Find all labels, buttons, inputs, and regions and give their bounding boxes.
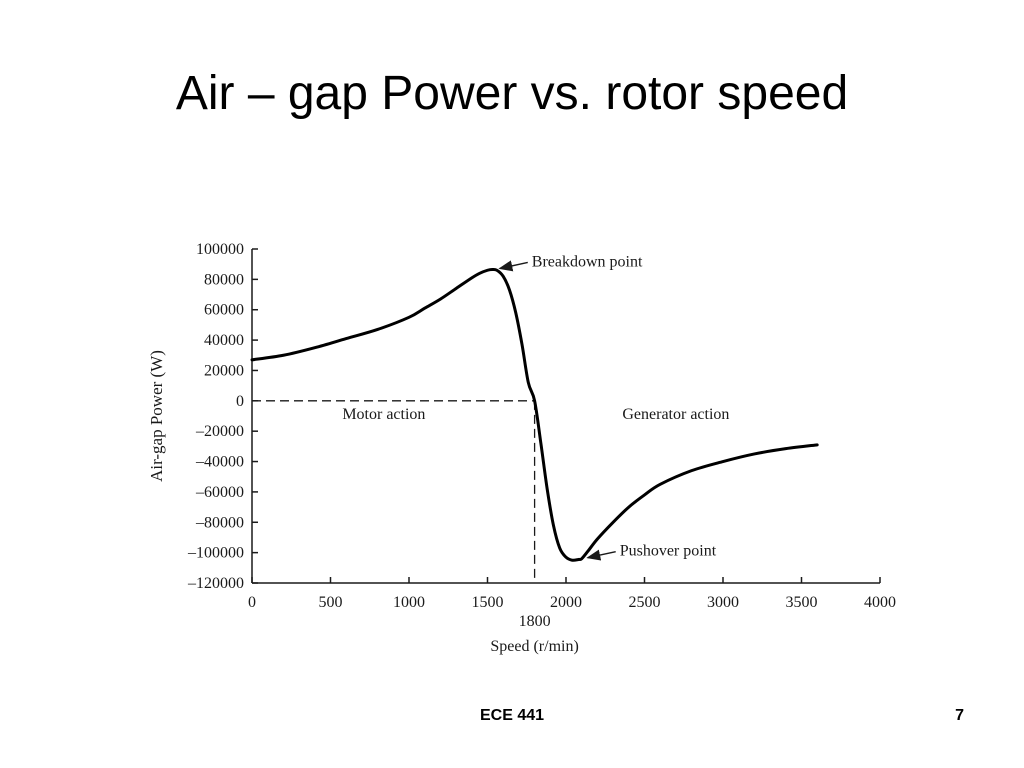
x-tick-label: 2500 [629, 594, 661, 611]
region-label: Generator action [622, 406, 729, 423]
region-label: Motor action [342, 406, 425, 423]
y-tick-label: –100000 [187, 545, 244, 562]
axes-group: 100000800006000040000200000–20000–40000–… [187, 241, 896, 611]
x-tick-label: 2000 [550, 594, 582, 611]
y-tick-label: –120000 [187, 575, 244, 592]
y-tick-label: 80000 [204, 271, 244, 288]
x-tick-label: 4000 [864, 594, 896, 611]
y-tick-label: –80000 [195, 514, 244, 531]
page-number: 7 [955, 707, 964, 724]
x-tick-group: 0 500 1000 1500 2000 2500 3000 3500 4000 [248, 577, 896, 611]
y-tick-label: –40000 [195, 454, 244, 471]
x-tick-label: 0 [248, 594, 256, 611]
y-tick-label: 40000 [204, 332, 244, 349]
annotation-arrow [498, 260, 528, 272]
annotation-group: Breakdown point Pushover point Motor actio… [342, 253, 729, 561]
y-tick-label: –20000 [195, 423, 244, 440]
y-tick-label: –60000 [195, 484, 244, 501]
x-tick-label: 1000 [393, 594, 425, 611]
annotation-label: Breakdown point [532, 253, 643, 270]
x-axis-label: Speed (r/min) [490, 638, 578, 655]
footer-course-label: ECE 441 [479, 707, 545, 724]
guide-lines [252, 400, 536, 583]
x-tick-label: 1500 [472, 594, 504, 611]
y-tick-group: 100000 80000 60000 40000 20000 0 –20000 –40000 –… [187, 241, 258, 592]
x-tick-label: 500 [319, 594, 343, 611]
annotation-label: Pushover point [620, 543, 717, 560]
x-tick-label: 3500 [786, 594, 818, 611]
y-tick-label: 100000 [196, 241, 244, 258]
y-axis-label: Air-gap Power (W) [147, 350, 166, 482]
y-tick-label: 20000 [204, 362, 244, 379]
air-gap-power-curve [250, 267, 819, 562]
x-tick-label-1800: 1800 [519, 613, 551, 630]
slide-title: Air – gap Power vs. rotor speed [175, 67, 849, 120]
y-tick-label: 0 [236, 393, 244, 410]
y-tick-label: 60000 [204, 302, 244, 319]
annotation-arrow [586, 549, 616, 561]
x-tick-label: 3000 [707, 594, 739, 611]
